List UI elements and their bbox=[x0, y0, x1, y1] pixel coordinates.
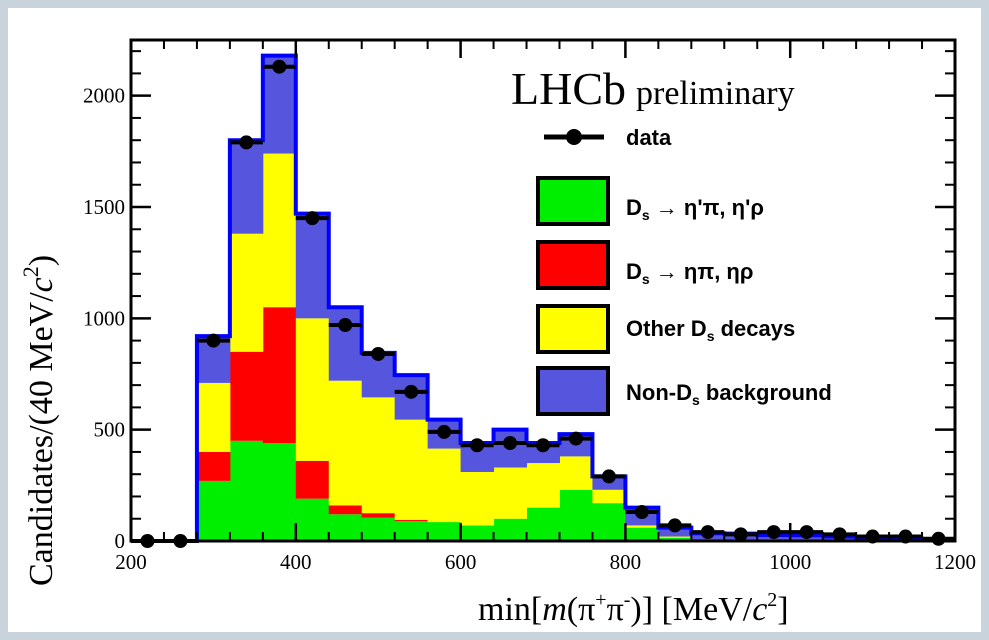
bar-series0-bin2 bbox=[196, 480, 231, 541]
lhcb-brand: LHCb preliminary bbox=[511, 63, 795, 114]
data-point-24 bbox=[922, 531, 955, 546]
bar-series2-bin13 bbox=[559, 456, 593, 490]
data-point-8 bbox=[394, 384, 428, 399]
bar-series2-bin7 bbox=[361, 397, 396, 514]
bar-series3-bin12 bbox=[526, 443, 560, 464]
legend-item-non-ds: Non-Ds background bbox=[536, 366, 832, 416]
svg-text:data: data bbox=[626, 125, 672, 150]
bar-series2-bin6 bbox=[328, 380, 363, 506]
x-axis-title: min[m(π+π-)] [MeV/c2] bbox=[478, 589, 789, 628]
data-point-20 bbox=[790, 525, 824, 540]
y-tick-label-0: 0 bbox=[115, 529, 126, 553]
data-point-4 bbox=[262, 59, 296, 74]
data-points bbox=[131, 59, 955, 548]
legend-item-data: data bbox=[544, 125, 672, 150]
x-tick-label-3: 800 bbox=[610, 550, 642, 574]
stacked-bars bbox=[196, 55, 956, 541]
data-point-14 bbox=[592, 469, 626, 484]
bar-series0-bin4 bbox=[262, 443, 297, 541]
bar-series0-bin5 bbox=[295, 498, 330, 541]
svg-text:Ds → ηπ, ηρ: Ds → ηπ, ηρ bbox=[626, 259, 753, 287]
data-point-11 bbox=[493, 436, 527, 451]
data-point-18 bbox=[724, 527, 758, 542]
bar-series0-bin11 bbox=[493, 518, 528, 541]
y-tick-label-2: 1000 bbox=[83, 306, 125, 330]
data-point-16 bbox=[658, 518, 692, 533]
axes bbox=[129, 38, 957, 543]
x-tick-label-4: 1000 bbox=[769, 550, 811, 574]
bar-series0-bin6 bbox=[328, 514, 363, 541]
bar-series2-bin15 bbox=[625, 525, 659, 528]
bar-series2-bin4 bbox=[262, 153, 297, 308]
ticks: 200 400 600 800 1000 1200 0 500 1000 1500 2000 bbox=[83, 40, 976, 574]
bar-series0-bin9 bbox=[427, 522, 462, 541]
data-point-3 bbox=[229, 135, 263, 150]
bar-series2-bin14 bbox=[592, 489, 626, 504]
data-point-15 bbox=[625, 505, 659, 520]
y-tick-label-3: 1500 bbox=[83, 195, 125, 219]
bar-series2-bin3 bbox=[229, 233, 264, 352]
bar-series2-bin10 bbox=[460, 471, 495, 526]
bar-series2-bin11 bbox=[493, 467, 528, 519]
data-point-6 bbox=[328, 318, 362, 333]
data-point-19 bbox=[757, 525, 791, 540]
bar-series2-bin9 bbox=[427, 448, 462, 523]
bar-series0-bin16 bbox=[658, 537, 692, 541]
data-point-9 bbox=[427, 424, 461, 439]
bar-series0-bin13 bbox=[559, 489, 593, 541]
bar-series1-bin3 bbox=[229, 351, 264, 441]
bar-series1-bin5 bbox=[295, 460, 330, 499]
bar-series0-bin15 bbox=[625, 527, 659, 541]
data-point-5 bbox=[295, 211, 329, 226]
x-tick-label-0: 200 bbox=[115, 550, 147, 574]
bar-series1-bin4 bbox=[262, 307, 297, 444]
data-point-21 bbox=[823, 527, 857, 542]
bar-series0-bin8 bbox=[394, 520, 429, 541]
data-point-17 bbox=[691, 525, 725, 540]
bar-series2-bin12 bbox=[526, 463, 560, 508]
bar-series2-bin2 bbox=[196, 382, 231, 452]
svg-text:Other Ds decays: Other Ds decays bbox=[626, 316, 795, 344]
svg-text:Non-Ds background: Non-Ds background bbox=[626, 380, 832, 408]
data-point-2 bbox=[196, 333, 230, 348]
data-point-10 bbox=[460, 438, 494, 453]
data-point-7 bbox=[361, 346, 395, 361]
legend-item-eta: Ds → ηπ, ηρ bbox=[536, 240, 753, 290]
legend: data Ds → η'π, η'ρ Ds → ηπ, ηρ Other Ds … bbox=[536, 125, 832, 416]
bar-series0-bin14 bbox=[592, 503, 626, 541]
svg-text:Ds → η'π, η'ρ: Ds → η'π, η'ρ bbox=[626, 195, 764, 223]
y-tick-label-1: 500 bbox=[94, 418, 126, 442]
bar-series0-bin12 bbox=[526, 507, 560, 541]
bar-series1-bin6 bbox=[328, 505, 363, 515]
bar-series1-bin7 bbox=[361, 513, 396, 518]
bar-series3-bin3 bbox=[229, 140, 264, 234]
bar-series3-bin5 bbox=[295, 213, 330, 319]
chart-frame: 200 400 600 800 1000 1200 0 500 1000 1500 2000 min… bbox=[8, 8, 981, 632]
bar-series2-bin8 bbox=[394, 419, 429, 520]
histogram-chart: 200 400 600 800 1000 1200 0 500 1000 1500 2000 min… bbox=[18, 38, 976, 628]
data-point-12 bbox=[526, 438, 560, 453]
y-tick-label-4: 2000 bbox=[83, 84, 125, 108]
x-tick-label-2: 600 bbox=[445, 550, 477, 574]
bar-series0-bin3 bbox=[229, 440, 264, 541]
bar-series1-bin8 bbox=[394, 519, 429, 521]
bar-series1-bin2 bbox=[196, 451, 231, 481]
x-tick-label-5: 1200 bbox=[934, 550, 976, 574]
plot-frame bbox=[129, 38, 957, 543]
bar-series2-bin5 bbox=[295, 318, 330, 461]
bar-series0-bin7 bbox=[361, 517, 396, 541]
legend-item-eta-prime: Ds → η'π, η'ρ bbox=[536, 176, 764, 226]
bar-series0-bin10 bbox=[460, 525, 495, 541]
bar-series2-bin16 bbox=[658, 536, 692, 538]
data-point-13 bbox=[559, 431, 593, 446]
x-tick-label-1: 400 bbox=[280, 550, 312, 574]
legend-item-other-ds: Other Ds decays bbox=[536, 304, 795, 354]
y-axis-title: Candidates/(40 MeV/c2) bbox=[18, 255, 60, 586]
